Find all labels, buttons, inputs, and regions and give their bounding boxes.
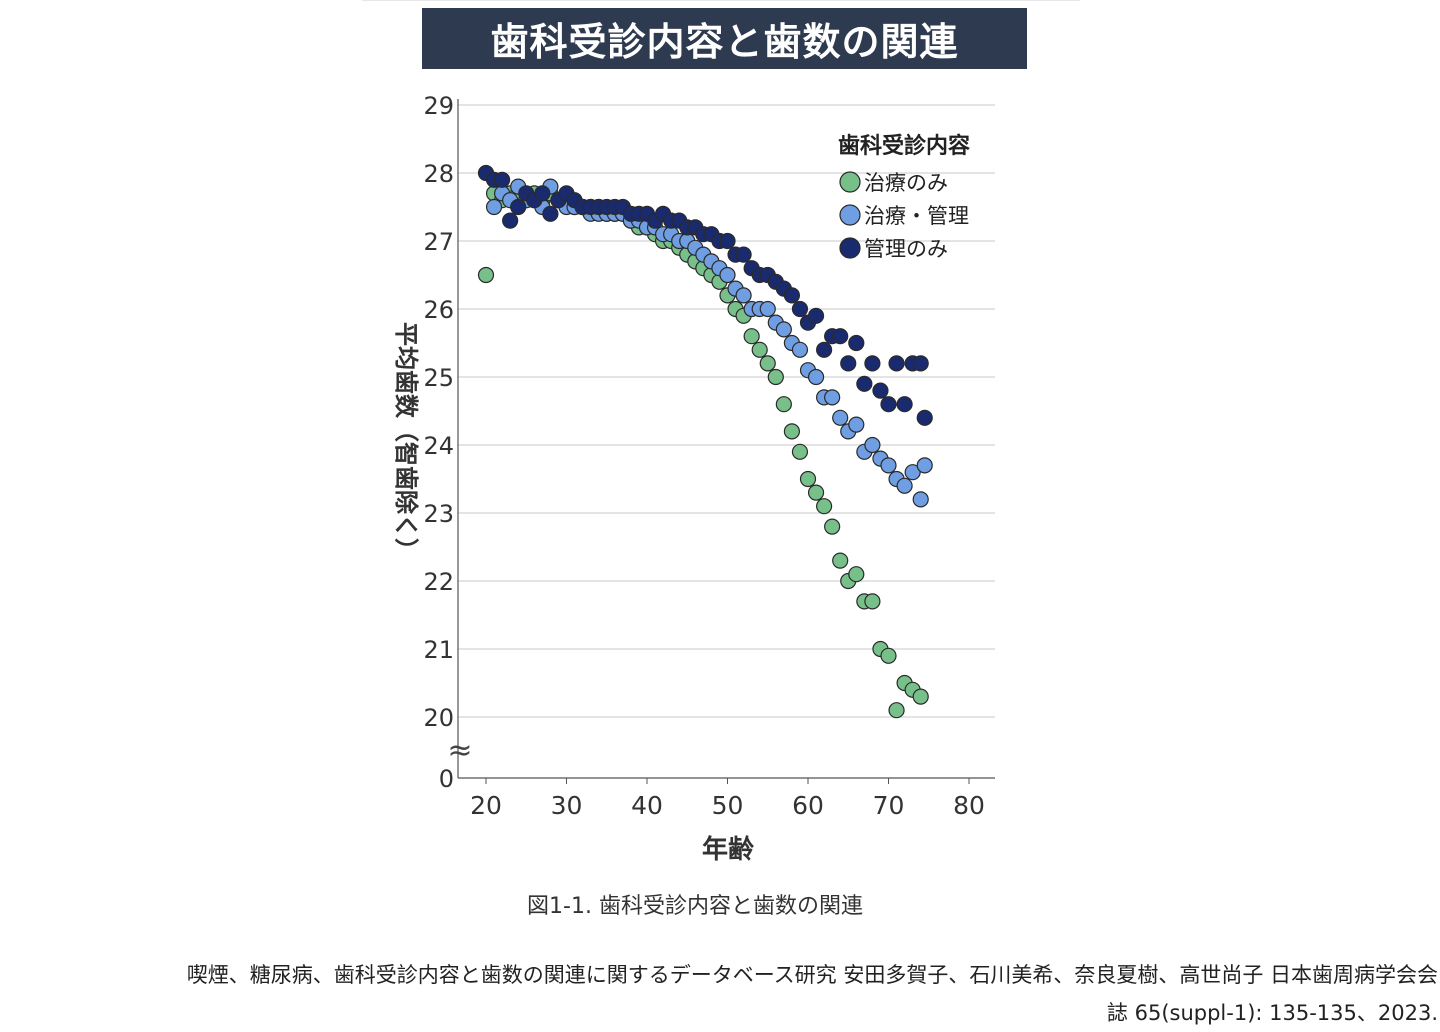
data-point-series-3: [864, 355, 881, 372]
data-point-series-2: [916, 457, 933, 474]
data-point-series-1: [864, 593, 881, 610]
legend-marker: [839, 237, 861, 259]
data-point-series-1: [912, 688, 929, 705]
data-point-series-2: [896, 477, 913, 494]
data-point-series-1: [807, 484, 825, 501]
scatter-chart: 20 21 22 23 24 25 26 27 28 29 0≈20 30 40 50 60 70 80 年齢 平均…: [392, 92, 995, 865]
citation-line-1: 喫煙、糖尿病、歯科受診内容と歯数の関連に関するデータベース研究 安田多賀子、石川…: [186, 963, 1438, 987]
y-tick-label: 27: [423, 228, 454, 256]
data-point-series-2: [791, 341, 809, 358]
data-point-series-3: [783, 287, 801, 304]
x-tick-label: 60: [792, 791, 824, 820]
data-point-series-3: [807, 307, 825, 324]
legend-label: 治療・管理: [864, 204, 969, 228]
data-point-series-1: [743, 328, 760, 345]
legend-marker: [839, 171, 861, 193]
data-point-series-3: [848, 334, 865, 352]
data-point-series-3: [791, 300, 809, 318]
x-tick-label: 50: [712, 791, 744, 820]
y-tick-label: 25: [423, 364, 454, 392]
top-divider: [362, 0, 1080, 1]
data-point-series-3: [832, 328, 849, 345]
data-point-series-1: [815, 498, 833, 515]
legend-label: 管理のみ: [864, 237, 948, 261]
figure-caption: 図1-1. 歯科受診内容と歯数の関連: [527, 894, 863, 919]
data-point-series-1: [751, 341, 768, 358]
y-tick-label: 24: [423, 432, 454, 460]
x-tick-label: 20: [470, 791, 502, 820]
y-tick-label: 21: [423, 636, 454, 664]
data-point-series-3: [534, 185, 551, 202]
data-point-series-3: [815, 341, 833, 358]
legend-marker: [839, 204, 861, 226]
data-point-series-2: [880, 457, 897, 474]
data-point-series-1: [832, 552, 849, 569]
data-point-series-3: [916, 409, 933, 426]
data-point-series-1: [848, 566, 865, 583]
data-point-series-2: [807, 368, 825, 386]
data-point-series-1: [888, 702, 905, 719]
x-axis-label: 年齢: [702, 834, 755, 865]
data-point-series-2: [864, 436, 881, 454]
data-point-series-2: [912, 491, 929, 508]
data-point-series-1: [477, 266, 495, 284]
data-point-series-3: [840, 355, 857, 372]
y-tick-label: 22: [423, 568, 454, 596]
y-tick-label: 29: [423, 92, 454, 120]
citation-line-2: 誌 65(suppl-1): 135-135、2023.: [1106, 1001, 1438, 1025]
data-point-series-2: [824, 389, 841, 406]
data-point-series-2: [735, 287, 752, 304]
data-point-series-3: [912, 355, 929, 372]
data-point-series-2: [775, 321, 792, 338]
data-point-series-1: [824, 518, 841, 535]
y-tick-label: 26: [423, 296, 454, 324]
data-point-series-2: [485, 198, 503, 216]
data-point-series-3: [719, 232, 736, 250]
data-point-series-3: [872, 382, 889, 399]
y-tick-label: 20: [423, 704, 454, 732]
data-point-series-1: [783, 423, 801, 440]
data-point-series-3: [502, 212, 519, 229]
axis-break-symbol: ≈: [447, 733, 472, 768]
data-point-series-3: [735, 246, 752, 263]
y-axis-label: 平均歯数（智歯除く）: [392, 322, 420, 562]
data-point-series-2: [832, 409, 849, 426]
y-tick-label-zero: 0: [439, 765, 454, 793]
data-point-series-1: [767, 368, 784, 386]
data-point-series-3: [880, 396, 897, 413]
legend-label: 治療のみ: [864, 171, 948, 195]
x-tick-label: 70: [873, 791, 905, 820]
chart-title-banner: 歯科受診内容と歯数の関連: [422, 8, 1027, 69]
data-point-series-3: [888, 355, 905, 372]
data-point-series-2: [848, 416, 865, 433]
data-point-series-2: [904, 464, 921, 481]
data-point-series-3: [494, 171, 511, 188]
y-tick-label: 23: [423, 500, 454, 528]
data-point-series-2: [719, 266, 736, 284]
data-point-series-1: [775, 396, 792, 413]
data-point-series-3: [510, 198, 527, 216]
data-point-series-3: [542, 205, 559, 222]
legend-title: 歯科受診内容: [838, 133, 970, 159]
x-tick-label: 40: [631, 791, 663, 820]
x-tick-label: 30: [551, 791, 583, 820]
y-tick-label: 28: [423, 160, 454, 188]
x-tick-label: 80: [953, 791, 985, 820]
data-point-series-1: [759, 355, 776, 372]
data-point-series-3: [856, 375, 873, 392]
data-point-series-2: [759, 300, 776, 318]
data-point-series-1: [791, 443, 809, 460]
data-point-series-3: [896, 396, 913, 413]
data-point-series-1: [799, 470, 817, 488]
data-point-series-1: [880, 647, 897, 664]
